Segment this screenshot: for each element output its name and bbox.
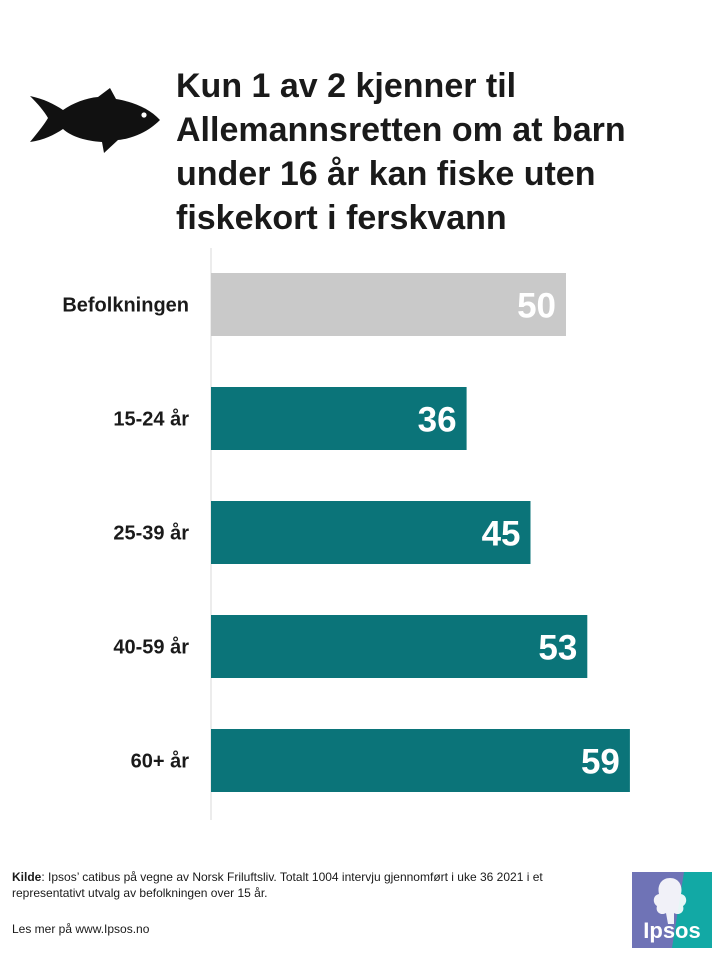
logo-text: Ipsos bbox=[643, 918, 700, 943]
data-label: 45 bbox=[482, 515, 521, 554]
chart-title: Kun 1 av 2 kjenner til Allemannsretten o… bbox=[176, 64, 696, 240]
more-info-link[interactable]: Les mer på www.Ipsos.no bbox=[12, 922, 150, 936]
bar bbox=[211, 729, 630, 792]
fish-icon bbox=[30, 88, 160, 153]
category-label: 15-24 år bbox=[113, 408, 189, 431]
title-line: under 16 år kan fiske uten bbox=[176, 155, 596, 193]
bar bbox=[211, 501, 531, 564]
title-line: fiskekort i ferskvann bbox=[176, 199, 507, 237]
category-label: 25-39 år bbox=[113, 522, 189, 545]
source-text: : Ipsos’ catibus på vegne av Norsk Frilu… bbox=[12, 870, 543, 900]
footer: Kilde: Ipsos’ catibus på vegne av Norsk … bbox=[12, 869, 612, 936]
category-label: 40-59 år bbox=[113, 636, 189, 659]
title-line: Kun 1 av 2 kjenner til bbox=[176, 67, 517, 105]
bar bbox=[211, 615, 588, 678]
data-label: 36 bbox=[418, 401, 457, 440]
title-line: Allemannsretten om at barn bbox=[176, 111, 626, 149]
source-label: Kilde bbox=[12, 870, 42, 884]
ipsos-logo: Ipsos bbox=[632, 872, 712, 948]
bar bbox=[211, 273, 566, 336]
category-label: 60+ år bbox=[131, 750, 190, 773]
category-label: Befolkningen bbox=[62, 295, 189, 317]
data-label: 50 bbox=[517, 287, 556, 326]
data-label: 53 bbox=[538, 629, 577, 668]
source-note: Kilde: Ipsos’ catibus på vegne av Norsk … bbox=[12, 869, 612, 901]
data-label: 59 bbox=[581, 743, 620, 782]
bar bbox=[211, 387, 467, 450]
